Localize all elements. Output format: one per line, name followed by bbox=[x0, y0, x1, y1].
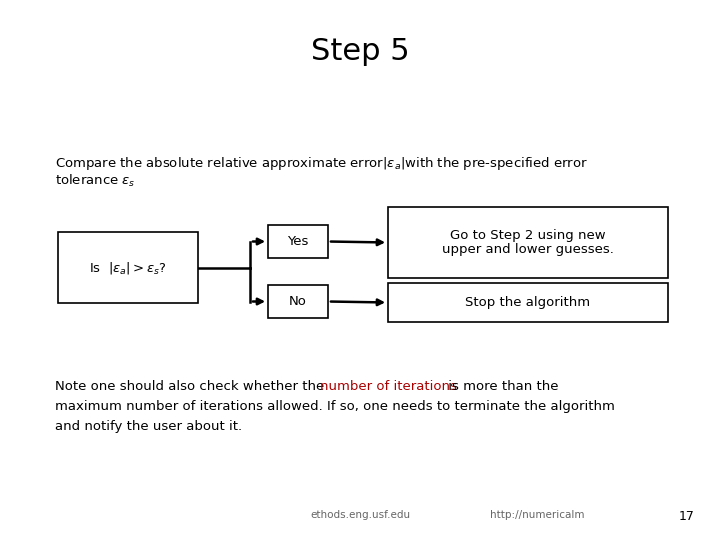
FancyBboxPatch shape bbox=[58, 232, 198, 303]
Text: Step 5: Step 5 bbox=[311, 37, 409, 66]
Text: tolerance $\epsilon_s$: tolerance $\epsilon_s$ bbox=[55, 173, 135, 189]
Text: Note one should also check whether the: Note one should also check whether the bbox=[55, 380, 328, 393]
Text: Compare the absolute relative approximate error$|\epsilon_a|$with the pre-specif: Compare the absolute relative approximat… bbox=[55, 155, 588, 172]
Text: Is  $|\epsilon_a|>\epsilon_s$?: Is $|\epsilon_a|>\epsilon_s$? bbox=[89, 260, 167, 275]
Text: No: No bbox=[289, 295, 307, 308]
Text: Yes: Yes bbox=[287, 235, 309, 248]
Text: maximum number of iterations allowed. If so, one needs to terminate the algorith: maximum number of iterations allowed. If… bbox=[55, 400, 615, 413]
Text: Stop the algorithm: Stop the algorithm bbox=[465, 296, 590, 309]
FancyBboxPatch shape bbox=[388, 207, 668, 278]
Text: http://numericalm: http://numericalm bbox=[490, 510, 585, 520]
FancyBboxPatch shape bbox=[268, 225, 328, 258]
Text: number of iterations: number of iterations bbox=[320, 380, 457, 393]
FancyBboxPatch shape bbox=[388, 283, 668, 322]
Text: and notify the user about it.: and notify the user about it. bbox=[55, 420, 242, 433]
Text: 17: 17 bbox=[679, 510, 695, 523]
Text: ethods.eng.usf.edu: ethods.eng.usf.edu bbox=[310, 510, 410, 520]
FancyBboxPatch shape bbox=[268, 285, 328, 318]
Text: is more than the: is more than the bbox=[444, 380, 559, 393]
Text: Go to Step 2 using new
upper and lower guesses.: Go to Step 2 using new upper and lower g… bbox=[442, 228, 614, 256]
